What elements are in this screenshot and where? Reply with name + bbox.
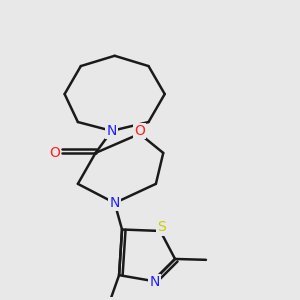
Text: O: O (49, 146, 60, 160)
Text: S: S (158, 220, 166, 234)
Text: N: N (110, 196, 120, 210)
Text: N: N (106, 124, 117, 138)
Text: N: N (149, 275, 160, 290)
Text: O: O (134, 124, 145, 138)
